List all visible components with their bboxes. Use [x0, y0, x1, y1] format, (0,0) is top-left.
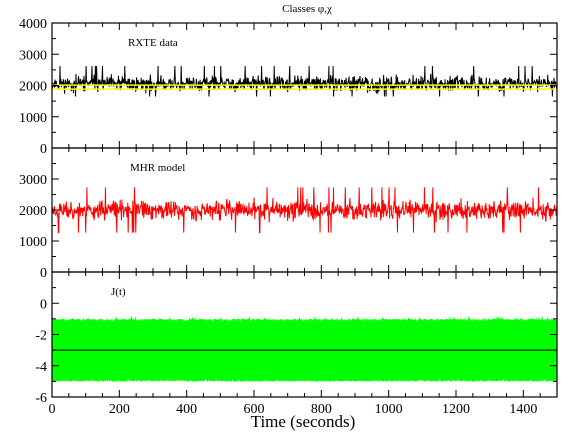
panel-label: RXTE data — [128, 37, 178, 49]
y-tick-label: 2000 — [19, 80, 47, 95]
x-tick-labels: 0 200 400 600 800 1000 1200 1400 — [49, 402, 538, 417]
figure-title: Classes φ,χ — [282, 3, 332, 15]
x-tick-label: 0 — [49, 402, 56, 417]
y-tick-label: -4 — [35, 360, 47, 375]
y-tick-label: -6 — [35, 391, 47, 406]
y-tick-label: 0 — [40, 142, 47, 157]
y-tick-label: 3000 — [19, 173, 47, 188]
panel-rxte-data: 0 1000 2000 3000 4000 RXTE data — [19, 17, 558, 157]
x-axis-label: Time (seconds) — [251, 412, 356, 431]
y-tick-label: 0 — [40, 266, 47, 281]
y-tick-label: 4000 — [19, 17, 47, 32]
series-line-0 — [52, 66, 557, 97]
x-tick-label: 1000 — [375, 402, 403, 417]
panel-mhr-model: 0 1000 2000 3000 MHR model — [19, 147, 558, 281]
x-tick-label: 200 — [109, 402, 130, 417]
panel-label: J(t) — [111, 286, 126, 298]
panel-label: MHR model — [130, 162, 185, 174]
y-tick-label: 3000 — [19, 48, 47, 63]
y-tick-label: 0 — [40, 297, 47, 312]
panel-jt: -6 -4 -2 0 J(t) — [35, 271, 558, 406]
x-tick-label: 400 — [176, 402, 197, 417]
x-tick-label: 1400 — [509, 402, 537, 417]
series-line-1 — [52, 187, 557, 234]
x-tick-label: 600 — [244, 402, 265, 417]
y-tick-label: 1000 — [19, 111, 47, 126]
y-tick-label: 1000 — [19, 235, 47, 250]
y-tick-label: -2 — [35, 329, 47, 344]
x-tick-label: 1200 — [442, 402, 470, 417]
y-tick-label: 2000 — [19, 204, 47, 219]
x-tick-label: 800 — [311, 402, 332, 417]
